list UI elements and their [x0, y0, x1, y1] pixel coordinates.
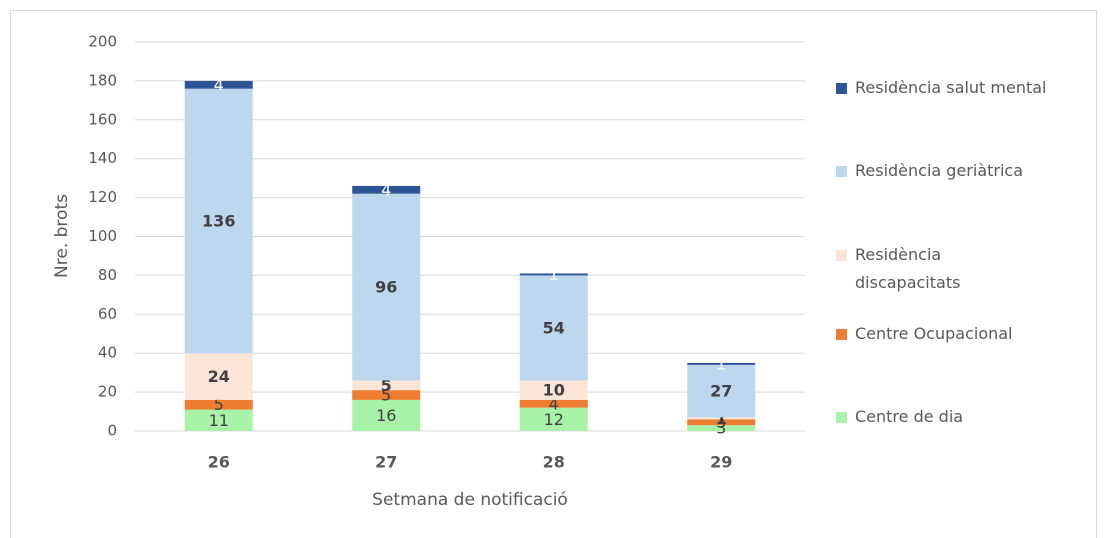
legend-label: Residència geriàtrica [855, 161, 1024, 180]
y-tick-label: 60 [98, 305, 117, 323]
data-label: 12 [544, 410, 564, 429]
data-label: 4 [549, 394, 559, 413]
chart-border [10, 10, 1097, 538]
bar-segment [184, 399, 253, 410]
data-label: 4 [381, 180, 391, 199]
bar-segment [687, 417, 756, 420]
legend-item: Residència discapacitats [836, 241, 985, 297]
y-tick-label: 0 [107, 422, 117, 440]
bar-segment [519, 399, 588, 408]
bar-segment [352, 380, 421, 391]
data-label: 54 [543, 318, 565, 337]
legend-label: Residència discapacitats [855, 245, 961, 292]
bar-segment [687, 425, 756, 431]
data-label: 1 [549, 265, 559, 284]
bar-segment [184, 88, 253, 354]
bar-segment [184, 80, 253, 89]
data-label: 3 [716, 413, 726, 432]
data-label: 5 [381, 376, 392, 395]
legend-label: Centre de dia [855, 407, 964, 426]
bar-segment [184, 353, 253, 400]
data-label: 11 [209, 411, 229, 430]
legend-label: Residència salut mental [855, 78, 1047, 97]
bar-segment [687, 419, 756, 426]
x-tick-label: 29 [710, 453, 732, 472]
data-label: 136 [202, 211, 235, 230]
legend-swatch [836, 250, 847, 261]
y-tick-label: 20 [98, 383, 117, 401]
legend-item: Residència geriàtrica [836, 157, 1095, 185]
x-tick-label: 27 [375, 453, 397, 472]
data-label: 10 [543, 381, 565, 400]
data-label: 5 [214, 395, 224, 414]
data-label: 27 [710, 382, 732, 401]
data-label: 1 [716, 409, 727, 428]
y-tick-label: 120 [88, 188, 117, 206]
bar-segment [519, 273, 588, 276]
y-tick-label: 40 [98, 344, 117, 362]
x-axis-title: Setmana de notificació [372, 490, 568, 510]
y-tick-label: 180 [88, 71, 117, 89]
bar-segment [352, 193, 421, 381]
legend-swatch [836, 329, 847, 340]
data-label: 3 [716, 419, 726, 438]
bar-segment [352, 390, 421, 400]
legend-item: Centre Ocupacional [836, 320, 1095, 348]
legend-swatch [836, 166, 847, 177]
bar-segment [352, 399, 421, 431]
bar-segment [519, 407, 588, 431]
x-tick-label: 26 [208, 453, 230, 472]
bar-segment [519, 380, 588, 400]
bar-segment [687, 364, 756, 418]
x-tick-label: 28 [543, 453, 565, 472]
data-label: 1 [716, 354, 726, 373]
y-tick-label: 140 [88, 149, 117, 167]
bar-segment [352, 185, 421, 194]
data-label: 4 [214, 75, 224, 94]
y-tick-label: 200 [88, 33, 117, 51]
bar-segment [687, 362, 756, 365]
data-label: 5 [381, 386, 391, 405]
data-label: 24 [208, 367, 230, 386]
bar-segment [519, 275, 588, 381]
legend-label: Centre Ocupacional [855, 324, 1013, 343]
legend-swatch [836, 412, 847, 423]
y-tick-label: 80 [98, 266, 117, 284]
y-tick-label: 100 [88, 227, 117, 245]
y-axis-title: Nre. brots [52, 194, 72, 278]
legend-item: Residència salut mental [836, 74, 1095, 102]
data-label: 16 [376, 406, 396, 425]
legend-swatch [836, 83, 847, 94]
legend-item: Centre de dia [836, 403, 1095, 431]
bar-segment [184, 409, 253, 431]
y-tick-label: 160 [88, 110, 117, 128]
data-label: 96 [375, 278, 397, 297]
